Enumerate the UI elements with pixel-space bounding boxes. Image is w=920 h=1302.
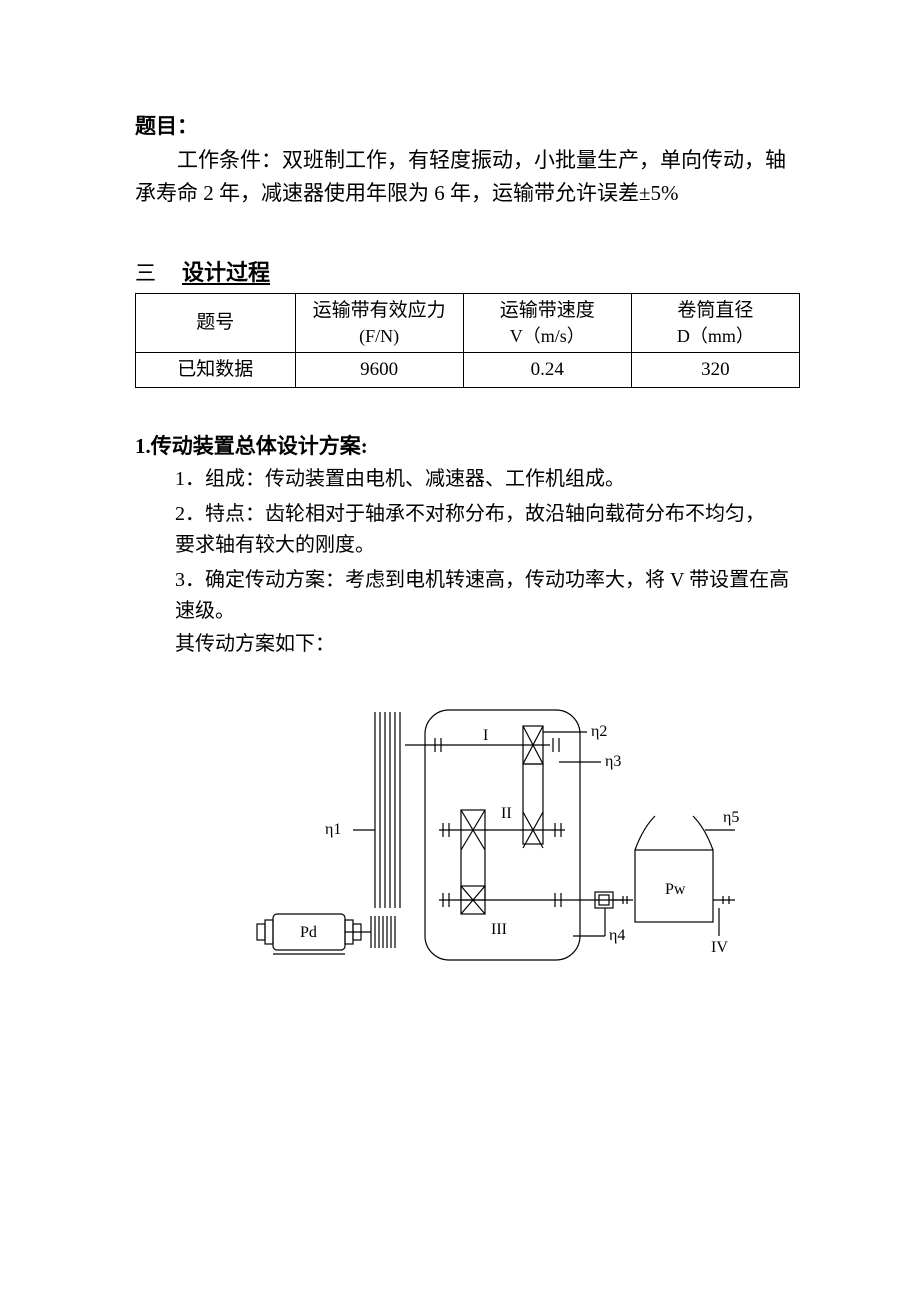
label-eta1: η1 (325, 821, 341, 838)
label-eta2: η2 (591, 723, 607, 740)
table-col0-header: 运输带有效应力 (313, 300, 446, 321)
section-3-num: 三 (135, 257, 156, 287)
sec1-item2b: 要求轴有较大的刚度。 (175, 530, 800, 561)
label-shaft-I: I (483, 727, 488, 744)
table-header-col0: 运输带有效应力 (F/N) (295, 294, 463, 353)
section-3-header: 三 设计过程 (135, 255, 800, 287)
label-eta3: η3 (605, 753, 621, 770)
label-Pw: Pw (665, 881, 686, 898)
label-shaft-II: II (501, 805, 512, 822)
label-shaft-III: III (491, 921, 507, 938)
label-shaft-IV: IV (711, 939, 728, 956)
label-eta4: η4 (609, 927, 625, 944)
sec1-item2: 2．特点：齿轮相对于轴承不对称分布，故沿轴向载荷分布不均匀， (175, 499, 800, 530)
sec1-item1: 1．组成：传动装置由电机、减速器、工作机组成。 (175, 464, 800, 495)
table-header-col1: 运输带速度 V（m/s） (463, 294, 631, 353)
table-header-col2: 卷筒直径 D（mm） (631, 294, 799, 353)
intro-text: 工作条件：双班制工作，有轻度振动，小批量生产，单向传动，轴承寿命 2 年，减速器… (135, 144, 800, 209)
table-col1-header: 运输带速度 (500, 300, 595, 321)
table-data-col0: 9600 (295, 353, 463, 388)
title-label: 题目： (135, 110, 800, 140)
sec1-item3b: 其传动方案如下： (135, 629, 800, 660)
table-data-col2: 320 (631, 353, 799, 388)
table-data-col1: 0.24 (463, 353, 631, 388)
table-data-rowlabel: 已知数据 (136, 353, 296, 388)
label-eta5: η5 (723, 809, 739, 826)
table-col0-unit: (F/N) (296, 324, 463, 348)
table-col1-unit: V（m/s） (464, 324, 631, 348)
data-table: 题号 运输带有效应力 (F/N) 运输带速度 V（m/s） 卷筒直径 D（mm）… (135, 293, 800, 388)
table-col2-unit: D（mm） (632, 324, 799, 348)
label-Pd: Pd (300, 924, 317, 941)
table-header-rowlabel: 题号 (136, 294, 296, 353)
sec1-title: 1.传动装置总体设计方案: (135, 430, 800, 460)
table-col2-header: 卷筒直径 (677, 300, 753, 321)
transmission-diagram: I η2 η3 II (225, 700, 755, 1000)
section-3-title: 设计过程 (182, 255, 270, 287)
sec1-item3: 3．确定传动方案：考虑到电机转速高，传动功率大，将 V 带设置在高速级。 (175, 565, 800, 627)
